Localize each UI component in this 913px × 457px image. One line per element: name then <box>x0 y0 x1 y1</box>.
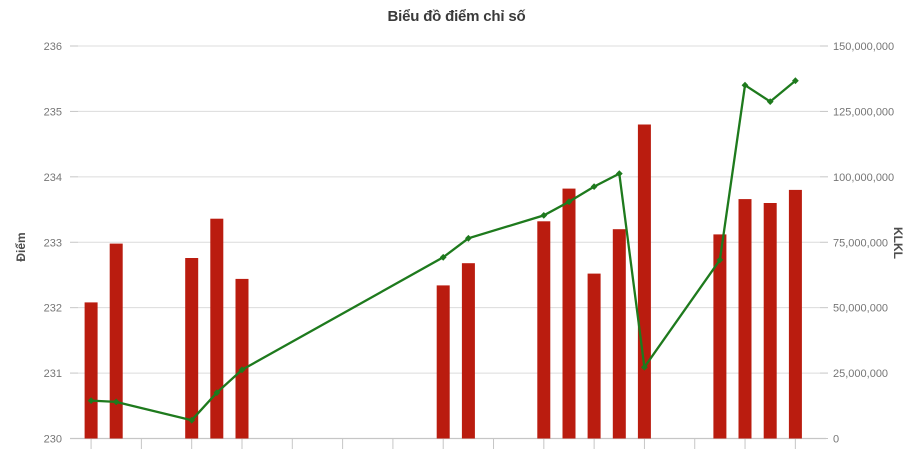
volume-bars <box>84 124 802 439</box>
volume-bar <box>612 229 626 439</box>
line-point-marker <box>540 212 548 219</box>
line-point-marker <box>238 366 246 374</box>
index-line-path <box>91 79 797 422</box>
svg-text:232: 232 <box>44 303 62 315</box>
svg-text:233: 233 <box>44 237 62 249</box>
svg-text:100,000,000: 100,000,000 <box>833 172 894 184</box>
volume-bar <box>788 189 802 439</box>
volume-bar <box>109 243 123 439</box>
volume-bar <box>84 302 98 439</box>
line-point-marker <box>741 81 749 89</box>
line-point-marker <box>465 234 472 242</box>
volume-bar <box>210 218 224 439</box>
volume-bar <box>713 234 727 439</box>
line-point-marker <box>87 397 95 404</box>
index-line <box>91 79 797 422</box>
volume-bar <box>461 263 475 439</box>
line-point-marker <box>213 389 221 397</box>
line-point-marker <box>766 98 774 105</box>
chart-title: Biểu đồ điểm chỉ số <box>387 8 526 25</box>
y-tick-labels: 236 150,000,000 235 125,000,000 234 100,000,0… <box>44 41 895 446</box>
svg-text:0: 0 <box>833 434 839 446</box>
svg-text:231: 231 <box>44 368 62 380</box>
svg-text:234: 234 <box>44 172 62 184</box>
svg-text:236: 236 <box>44 41 62 53</box>
volume-bar <box>763 203 777 439</box>
line-point-marker <box>590 183 598 190</box>
svg-text:75,000,000: 75,000,000 <box>833 237 888 249</box>
volume-bar <box>235 278 249 439</box>
volume-bar <box>537 221 551 439</box>
line-point-marker <box>565 198 573 206</box>
y-ticks <box>70 45 828 439</box>
volume-bar <box>562 188 576 439</box>
svg-text:50,000,000: 50,000,000 <box>833 303 888 315</box>
svg-text:230: 230 <box>44 434 62 446</box>
volume-bar <box>587 273 601 439</box>
right-axis-title: KLKL <box>891 227 905 259</box>
svg-text:235: 235 <box>44 106 62 118</box>
left-axis-title: Điểm <box>14 232 28 262</box>
svg-text:150,000,000: 150,000,000 <box>833 41 894 53</box>
line-point-marker <box>615 170 623 177</box>
svg-text:25,000,000: 25,000,000 <box>833 368 888 380</box>
volume-bar <box>738 199 752 439</box>
volume-bar <box>637 124 651 439</box>
line-point-marker <box>792 77 799 85</box>
volume-bar <box>185 258 199 439</box>
x-ticks <box>90 438 796 449</box>
volume-bar <box>436 285 450 439</box>
svg-text:125,000,000: 125,000,000 <box>833 106 894 118</box>
